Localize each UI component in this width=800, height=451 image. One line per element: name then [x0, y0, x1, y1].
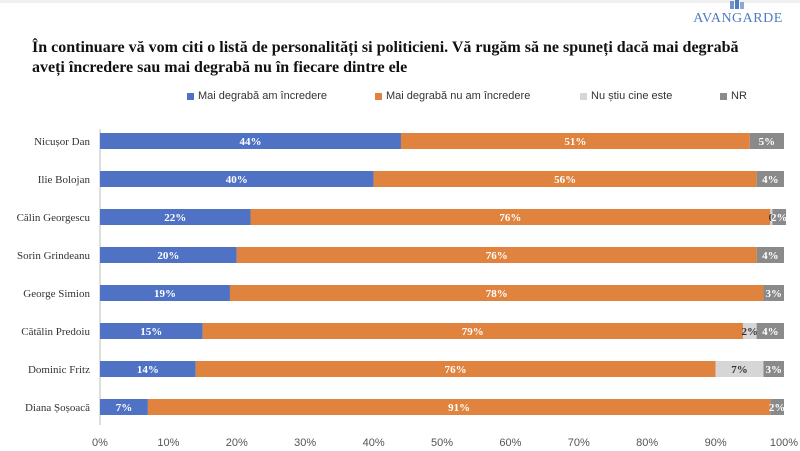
data-label: 2% — [769, 402, 786, 414]
data-label: 51% — [564, 136, 586, 148]
data-label: 2% — [742, 326, 759, 338]
data-label: 3% — [765, 288, 782, 300]
category-label: Cătălin Predoiu — [21, 326, 90, 338]
data-label: 4% — [762, 174, 779, 186]
legend-item: Nu știu cine este — [580, 90, 672, 102]
bar-segment — [742, 323, 757, 339]
bar-segment — [756, 171, 784, 187]
logo-building-icon — [730, 0, 744, 9]
data-label: 15% — [140, 326, 162, 338]
bar-segment — [763, 285, 784, 301]
data-label: 2% — [771, 212, 788, 224]
bar-segment — [715, 361, 764, 377]
legend: Mai degrabă am încredere Mai degrabă nu a… — [0, 90, 800, 106]
chart-title: În continuare vă vom citi o listă de per… — [32, 39, 739, 76]
bar-segment — [100, 133, 401, 149]
brand-logo: AVANGARDE — [682, 0, 794, 34]
data-label: 4% — [762, 326, 779, 338]
data-label: 5% — [759, 136, 776, 148]
category-label: Sorin Grindeanu — [17, 250, 91, 262]
bar-segment — [236, 247, 757, 263]
bar-segment — [100, 171, 374, 187]
bar-segment — [229, 285, 764, 301]
x-tick-label: 20% — [226, 437, 248, 449]
data-label: 40% — [226, 174, 248, 186]
data-label: 22% — [164, 212, 186, 224]
bar-segment — [147, 399, 771, 415]
data-label: 79% — [462, 326, 484, 338]
legend-label: Mai degrabă am încredere — [198, 90, 328, 102]
legend-label: Nu știu cine este — [591, 90, 673, 102]
legend-label: NR — [731, 90, 747, 102]
data-label: 76% — [499, 212, 521, 224]
category-label: Călin Georgescu — [17, 212, 91, 224]
legend-swatch — [187, 92, 194, 100]
x-tick-label: 50% — [431, 437, 453, 449]
data-label: 0 — [769, 212, 775, 224]
category-label: Nicușor Dan — [34, 136, 90, 148]
bar-segment — [373, 171, 757, 187]
legend-swatch — [375, 92, 382, 100]
bar-segment — [100, 361, 196, 377]
x-tick-label: 100% — [770, 437, 798, 449]
legend-swatch — [580, 92, 587, 100]
data-label: 44% — [239, 136, 261, 148]
legend-item: Mai degrabă nu am încredere — [375, 90, 530, 102]
legend-label: Mai degrabă nu am încredere — [386, 90, 531, 102]
top-rule — [0, 0, 800, 3]
data-label: 19% — [154, 288, 176, 300]
bar-segment — [770, 209, 773, 225]
x-tick-label: 0% — [92, 437, 108, 449]
data-label: 14% — [137, 364, 159, 376]
x-tick-label: 70% — [568, 437, 590, 449]
bar-segment — [100, 285, 230, 301]
data-label: 3% — [765, 364, 782, 376]
category-label: Dominic Fritz — [28, 364, 90, 376]
bar-segment — [100, 399, 148, 415]
bar-segment — [772, 209, 787, 225]
bar-segment — [250, 209, 771, 225]
x-tick-label: 90% — [705, 437, 727, 449]
data-label: 91% — [448, 402, 470, 414]
data-label: 7% — [116, 402, 133, 414]
category-label: Ilie Bolojan — [38, 174, 91, 186]
bar-segment — [400, 133, 750, 149]
data-label: 4% — [762, 250, 779, 262]
bar-segment — [770, 399, 784, 415]
data-label: 56% — [554, 174, 576, 186]
legend-item: Mai degrabă am încredere — [187, 90, 327, 102]
bar-segment — [100, 247, 237, 263]
x-tick-label: 30% — [294, 437, 316, 449]
bar-segment — [756, 247, 784, 263]
x-tick-label: 40% — [363, 437, 385, 449]
category-label: George Simion — [23, 288, 90, 300]
data-label: 78% — [486, 288, 508, 300]
data-label: 76% — [486, 250, 508, 262]
bar-segment — [202, 323, 743, 339]
x-tick-label: 80% — [636, 437, 658, 449]
bar-segment — [100, 323, 203, 339]
bar-segment — [763, 361, 784, 377]
bar-segment — [100, 209, 251, 225]
data-label: 76% — [445, 364, 467, 376]
x-tick-label: 60% — [499, 437, 521, 449]
bar-segment — [195, 361, 716, 377]
x-tick-label: 10% — [157, 437, 179, 449]
data-label: 20% — [157, 250, 179, 262]
legend-item: NR — [720, 90, 747, 102]
category-label: Diana Șoșoacă — [25, 402, 90, 414]
logo-text: AVANGARDE — [693, 11, 783, 26]
data-label: 7% — [731, 364, 748, 376]
bar-segment — [749, 133, 784, 149]
legend-swatch — [720, 92, 727, 100]
bar-segment — [756, 323, 784, 339]
